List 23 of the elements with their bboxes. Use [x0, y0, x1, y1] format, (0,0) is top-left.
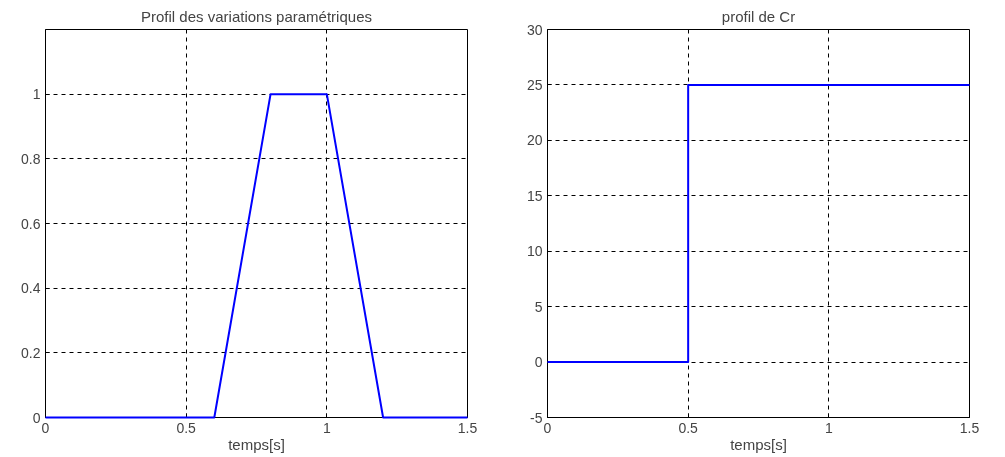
x-tick-label: 0.5 [176, 419, 197, 436]
y-tick-label: 0.4 [21, 280, 41, 297]
y-tick-label: 0 [534, 354, 543, 371]
x-tick-label: 0.5 [678, 419, 699, 436]
chart-title: Profil des variations paramétriques [141, 7, 372, 25]
y-tick-label: 0.2 [21, 344, 41, 361]
y-tick-label: 30 [526, 21, 543, 38]
x-axis-title: temps[s] [228, 435, 285, 453]
x-tick-label: 1.5 [457, 419, 478, 436]
y-tick-label: 25 [526, 76, 543, 93]
y-tick-label: 1 [32, 86, 41, 103]
y-tick-label: 10 [526, 243, 543, 260]
y-tick-label: 0.6 [21, 215, 41, 232]
y-tick-label: -5 [530, 409, 543, 426]
y-tick-label: 15 [526, 187, 543, 204]
x-axis-title: temps[s] [730, 435, 787, 453]
chart-title: profil de Cr [721, 7, 796, 25]
x-tick-label: 1 [322, 419, 331, 436]
y-tick-label: 5 [534, 298, 543, 315]
x-tick-label: 1.5 [959, 419, 980, 436]
x-tick-label: 1 [824, 419, 833, 436]
y-tick-label: 20 [526, 132, 543, 149]
y-tick-label: 0.8 [21, 150, 41, 167]
